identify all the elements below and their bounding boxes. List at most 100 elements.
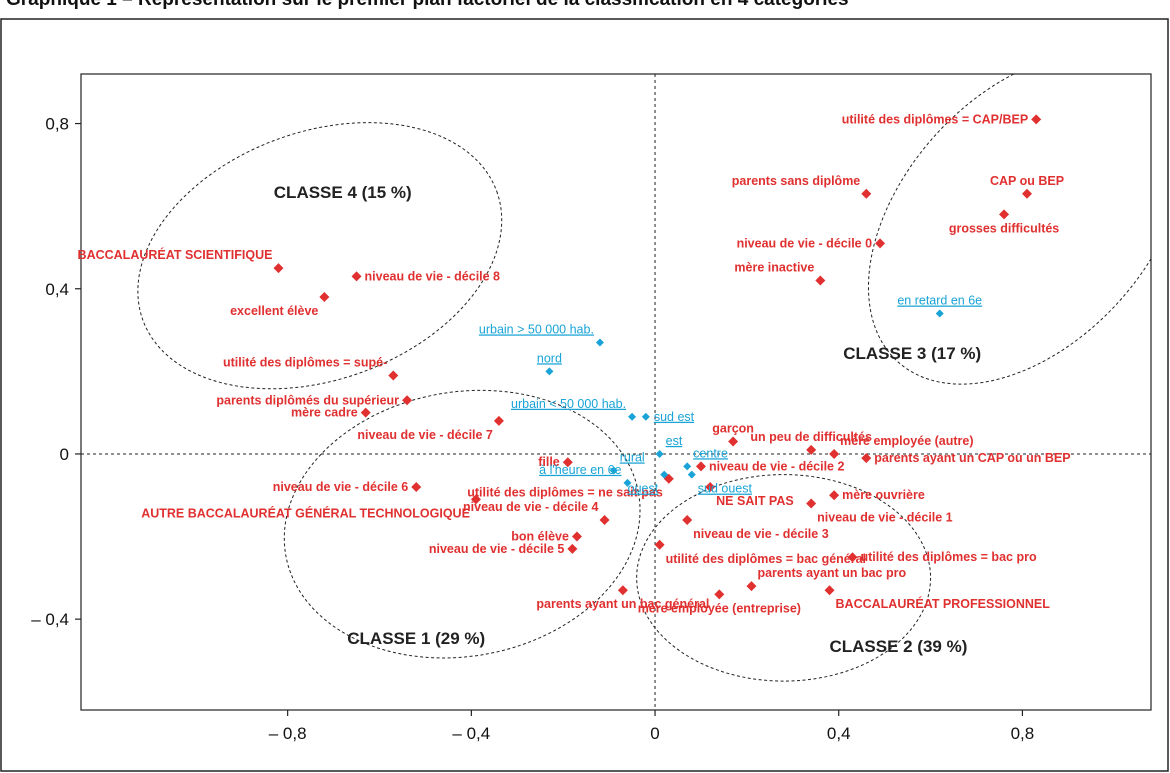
point-label-centre: centre: [693, 446, 728, 460]
cluster-label-3: CLASSE 1 (29 %): [347, 629, 485, 648]
point-label-ouest: ouest: [628, 482, 659, 496]
point-label-niveau-de-vie-decile-6: niveau de vie - décile 6: [273, 480, 409, 494]
figure-caption-text: Graphique 1 – Représentation sur le prem…: [6, 0, 849, 11]
cluster-label-2: CLASSE 3 (17 %): [843, 344, 981, 363]
outer-frame: [0, 18, 1169, 772]
point-label-niveau-de-vie-decile-2: niveau de vie - décile 2: [709, 459, 845, 473]
point-parents-ayant-un-bac-general: [617, 585, 628, 596]
point-utilite-des-diplomes-bac-general: [654, 539, 665, 550]
point-label-sud-ouest: sud ouest: [698, 482, 753, 496]
point-est: [655, 449, 664, 458]
point-label-mere-cadre: mère cadre: [291, 406, 358, 420]
point-label-garcon: garçon: [712, 422, 754, 436]
point-utilite-des-diplomes-bac-pro: [847, 552, 858, 563]
point-bon-eleve: [571, 531, 582, 542]
cluster-ellipse-4: [636, 474, 932, 682]
point-label-niveau-de-vie-decile-7: niveau de vie - décile 7: [357, 428, 493, 442]
point-label-parents-ayant-un-bac-pro: parents ayant un bac pro: [757, 566, 906, 580]
point-label-mere-ouvriere: mère ouvrière: [842, 488, 925, 502]
plot-area: [80, 73, 1152, 711]
zero-axes: [81, 74, 1151, 710]
point-sud-est: [641, 412, 650, 421]
point-label-niveau-de-vie-decile-0: niveau de vie - décile 0: [737, 236, 873, 250]
point-baccalaureat-professionnel: [824, 585, 835, 596]
point-parents-diplomes-du-superieur: [402, 395, 413, 406]
y-tick-label: 0,8: [45, 115, 69, 134]
point-label-mere-inactive: mère inactive: [734, 260, 814, 274]
cluster-ellipse-3: [283, 389, 641, 659]
x-tick-label: – 0,4: [452, 724, 490, 743]
point-label-parents-sans-diplome: parents sans diplôme: [732, 174, 861, 188]
point-utilite-des-diplomes-cap-bep: [1031, 114, 1042, 125]
point-parents-ayant-un-cap-ou-un-bep: [861, 453, 872, 464]
point-label-mere-employee-autre: mère employée (autre): [840, 434, 973, 448]
point-mere-employee-entreprise: [714, 589, 725, 600]
point-label-cap-ou-bep: CAP ou BEP: [990, 174, 1064, 188]
point-en-retard-en-6e: [935, 309, 944, 318]
point-rural: [609, 466, 618, 475]
point-niveau-de-vie-decile-2: [695, 461, 706, 472]
point-fille: [562, 457, 573, 468]
point-label-mere-employee-entreprise: mère employée (entreprise): [638, 601, 801, 615]
point-label-autre-baccalaureat-general-technologique: AUTRE BACCALAURÉAT GÉNÉRAL TECHNOLOGIQUE: [141, 505, 470, 520]
point-label-nord: nord: [537, 351, 562, 365]
point-label-un-peu-de-difficultes: un peu de difficultés: [750, 430, 872, 444]
point-mere-ouvriere: [829, 490, 840, 501]
axis-ticks: – 0,8 – 0,4 0 0,4 0,8 0,8 0,4 0 – 0,4: [31, 115, 1034, 743]
cluster-ellipse-2: [867, 74, 1151, 385]
point-baccalaureat-scientifique: [273, 263, 284, 274]
point-mere-inactive: [815, 275, 826, 286]
point-label-utilite-des-diplomes-ne-sait-pas: utilité des diplômes = ne sait pas: [467, 486, 663, 500]
point-label-niveau-de-vie-decile-3: niveau de vie - décile 3: [693, 527, 829, 541]
cluster-label-4: CLASSE 2 (39 %): [829, 637, 967, 656]
point-label-niveau-de-vie-decile-4: niveau de vie - décile 4: [463, 500, 599, 514]
cluster-label-1: CLASSE 4 (15 %): [274, 183, 412, 202]
point-parents-ayant-un-bac-pro: [746, 581, 757, 592]
point-label-urbain-50-000-hab: urbain > 50 000 hab.: [479, 322, 594, 336]
point-label-sud-est: sud est: [654, 410, 695, 424]
point-label-fille: fille: [538, 455, 560, 469]
point-label-parents-diplomes-du-superieur: parents diplômés du supérieur: [216, 393, 399, 407]
x-tick-label: 0: [650, 724, 659, 743]
point-label-bon-eleve: bon élève: [511, 530, 569, 544]
point-label-niveau-de-vie-decile-8: niveau de vie - décile 8: [365, 269, 501, 283]
point-label-rural: rural: [620, 450, 645, 464]
point-niveau-de-vie-decile-1: [806, 498, 817, 509]
point-label-excellent-eleve: excellent élève: [230, 304, 318, 318]
point-niveau-de-vie-decile-8: [351, 271, 362, 282]
point-mere-employee-autre: [829, 448, 840, 459]
point-ne-sait-pas: [705, 481, 716, 492]
point-cap-ou-bep: [1022, 188, 1033, 199]
point-label-utilite-des-diplomes-bac-general: utilité des diplômes = bac général: [666, 552, 866, 566]
point-a-l-heure-en-6e: [623, 478, 632, 487]
point-niveau-de-vie-decile-3: [682, 515, 693, 526]
cluster-ellipses: [137, 74, 1151, 682]
point-centre: [683, 462, 692, 471]
point-label-a-l-heure-en-6e: à l'heure en 6e: [539, 463, 621, 477]
point-mere-cadre: [360, 407, 371, 418]
point-urbain-50-000-hab: [595, 338, 604, 347]
point-niveau-de-vie-decile-4: [599, 515, 610, 526]
y-tick-label: 0: [60, 445, 69, 464]
point-utilite-des-diplomes-supe: [388, 370, 399, 381]
point-label-grosses-difficultes: grosses difficultés: [949, 221, 1059, 235]
y-tick-label: – 0,4: [31, 610, 69, 629]
point-label-utilite-des-diplomes-cap-bep: utilité des diplômes = CAP/BEP: [842, 112, 1029, 126]
point-autre-baccalaureat-general-technologique: [470, 494, 481, 505]
point-nord: [545, 367, 554, 376]
point-un-peu-de-difficultes: [806, 444, 817, 455]
point-niveau-de-vie-decile-6: [411, 481, 422, 492]
point-ouest: [660, 470, 669, 479]
point-label-baccalaureat-scientifique: BACCALAURÉAT SCIENTIFIQUE: [78, 247, 273, 262]
point-niveau-de-vie-decile-7: [493, 415, 504, 426]
cluster-labels: CLASSE 4 (15 %) CLASSE 3 (17 %) CLASSE 1 (…: [274, 183, 981, 656]
point-sud-ouest: [687, 470, 696, 479]
x-tick-label: – 0,8: [269, 724, 307, 743]
point-parents-sans-diplome: [861, 188, 872, 199]
point-label-parents-ayant-un-cap-ou-un-bep: parents ayant un CAP ou un BEP: [874, 451, 1070, 465]
point-label-baccalaureat-professionnel: BACCALAURÉAT PROFESSIONNEL: [836, 596, 1051, 611]
figure-caption: Graphique 1 – Représentation sur le prem…: [0, 0, 1170, 12]
point-label-niveau-de-vie-decile-1: niveau de vie - décile 1: [817, 511, 953, 525]
point-niveau-de-vie-decile-5: [567, 543, 578, 554]
